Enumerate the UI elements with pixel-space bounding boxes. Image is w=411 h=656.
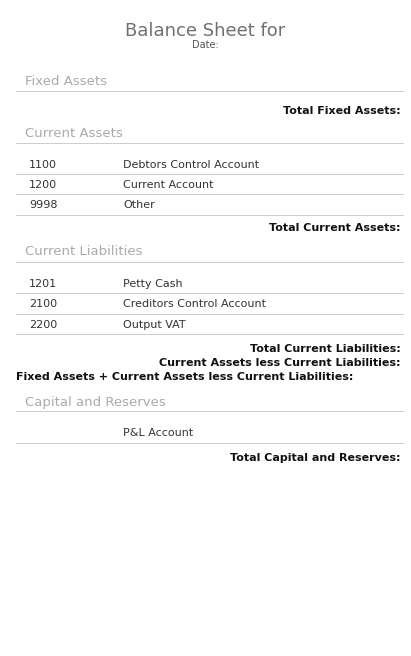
Text: Capital and Reserves: Capital and Reserves bbox=[25, 396, 165, 409]
Text: Debtors Control Account: Debtors Control Account bbox=[123, 159, 259, 170]
Text: Balance Sheet for: Balance Sheet for bbox=[125, 22, 286, 41]
Text: 1200: 1200 bbox=[29, 180, 57, 190]
Text: Current Assets less Current Liabilities:: Current Assets less Current Liabilities: bbox=[159, 358, 401, 368]
Text: 9998: 9998 bbox=[29, 200, 57, 211]
Text: Creditors Control Account: Creditors Control Account bbox=[123, 299, 266, 310]
Text: 2200: 2200 bbox=[29, 319, 57, 330]
Text: 2100: 2100 bbox=[29, 299, 57, 310]
Text: Output VAT: Output VAT bbox=[123, 319, 186, 330]
Text: 1100: 1100 bbox=[29, 159, 57, 170]
Text: Current Account: Current Account bbox=[123, 180, 214, 190]
Text: Other: Other bbox=[123, 200, 155, 211]
Text: Fixed Assets: Fixed Assets bbox=[25, 75, 107, 88]
Text: Total Capital and Reserves:: Total Capital and Reserves: bbox=[230, 453, 401, 463]
Text: Total Fixed Assets:: Total Fixed Assets: bbox=[283, 106, 401, 116]
Text: Petty Cash: Petty Cash bbox=[123, 279, 183, 289]
Text: Current Liabilities: Current Liabilities bbox=[25, 245, 142, 258]
Text: Total Current Liabilities:: Total Current Liabilities: bbox=[250, 344, 401, 354]
Text: 1201: 1201 bbox=[29, 279, 57, 289]
Text: P&L Account: P&L Account bbox=[123, 428, 194, 438]
Text: Current Assets: Current Assets bbox=[25, 127, 122, 140]
Text: Date:: Date: bbox=[192, 39, 219, 50]
Text: Total Current Assets:: Total Current Assets: bbox=[269, 223, 401, 234]
Text: Fixed Assets + Current Assets less Current Liabilities:: Fixed Assets + Current Assets less Curre… bbox=[16, 371, 354, 382]
